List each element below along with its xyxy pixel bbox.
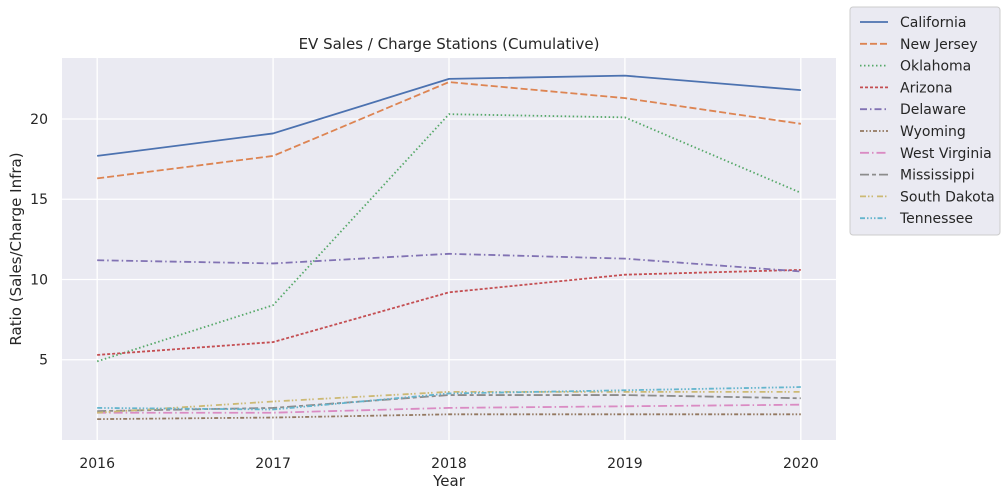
series-line-south-dakota <box>97 390 801 414</box>
legend-label-new-jersey: New Jersey <box>900 37 978 53</box>
x-tick-label: 2018 <box>431 456 467 472</box>
y-tick-label: 15 <box>30 192 48 208</box>
y-tick-label: 20 <box>30 112 48 128</box>
series-line-tennessee <box>97 386 801 411</box>
legend-label-arizona: Arizona <box>900 80 953 96</box>
series-line-wyoming <box>97 413 801 421</box>
x-axis-label: Year <box>432 472 466 490</box>
legend-label-delaware: Delaware <box>900 102 966 118</box>
y-tick-label: 5 <box>39 353 48 369</box>
series-line-west-virginia <box>97 403 801 414</box>
legend-label-oklahoma: Oklahoma <box>900 59 971 75</box>
legend-label-california: California <box>900 15 966 31</box>
legend-label-west-virginia: West Virginia <box>900 146 992 162</box>
legend: California New Jersey Oklahoma Arizona Delaw… <box>849 6 1001 236</box>
chart-title: EV Sales / Charge Stations (Cumulative) <box>299 35 600 53</box>
series-line-arizona <box>97 268 801 356</box>
series-lines <box>96 74 802 421</box>
series-line-mississippi <box>97 394 801 413</box>
legend-label-south-dakota: South Dakota <box>900 189 995 205</box>
y-tick-labels: 5 10 15 20 <box>30 112 48 369</box>
y-tick-label: 10 <box>30 272 48 288</box>
legend-box <box>849 6 1001 236</box>
x-tick-label: 2020 <box>783 456 819 472</box>
x-tick-label: 2016 <box>79 456 115 472</box>
y-axis-label: Ratio (Sales/Charge Infra) <box>7 152 25 345</box>
x-tick-labels: 2016 2017 2018 2019 2020 <box>79 456 818 472</box>
x-tick-label: 2017 <box>255 456 291 472</box>
gridlines <box>62 58 836 440</box>
legend-label-mississippi: Mississippi <box>900 168 975 184</box>
series-line-oklahoma <box>96 113 802 363</box>
legend-label-wyoming: Wyoming <box>900 124 966 140</box>
series-line-delaware <box>97 252 801 273</box>
series-line-california <box>97 74 801 157</box>
x-tick-label: 2019 <box>607 456 643 472</box>
series-line-new-jersey <box>97 81 801 180</box>
legend-label-tennessee: Tennessee <box>899 211 973 227</box>
